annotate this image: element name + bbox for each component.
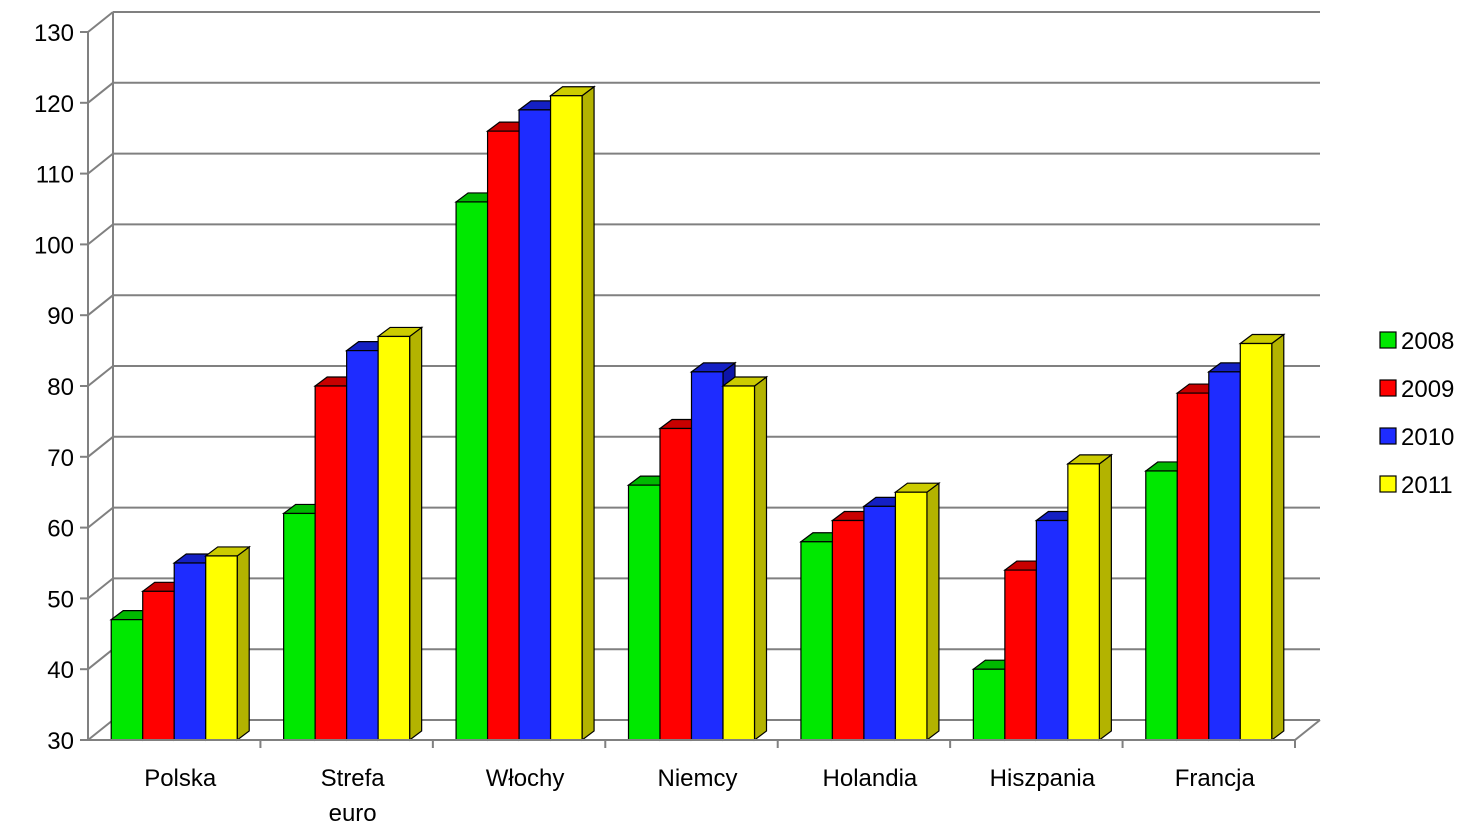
axes: 30 40 50 60 70 80 90 100 110 120 130 Polska Strefa eu…: [34, 20, 1296, 825]
legend-item: 2009: [1379, 376, 1454, 403]
bar-front: [1145, 470, 1178, 741]
x-tick-label: Niemcy: [657, 765, 737, 792]
legend-label: 2011: [1401, 472, 1453, 499]
bar-2011: [376, 326, 424, 742]
bar-front: [1208, 371, 1241, 741]
gridline-diagonal: [87, 506, 114, 529]
legend-swatch: [1379, 379, 1397, 397]
gridline-diagonal: [87, 365, 114, 387]
legend-swatch: [1379, 475, 1397, 493]
bar-side: [753, 375, 768, 742]
y-tick-label: 40: [47, 657, 74, 684]
bar-front: [800, 541, 834, 741]
bar-side: [581, 85, 595, 742]
x-tick-label: Strefa euro: [321, 765, 386, 825]
y-tick-label: 120: [34, 91, 74, 118]
bar-2011: [203, 545, 252, 742]
bar-front: [205, 555, 238, 741]
legend: 2008 2009 2010 2011: [1379, 328, 1454, 499]
bar-2011: [721, 375, 769, 742]
gridline-diagonal: [87, 82, 114, 104]
y-tick-label: 90: [47, 303, 74, 330]
x-tick-label: Hiszpania: [990, 765, 1096, 792]
gridline-diagonal: [87, 294, 114, 316]
gridline-diagonal: [87, 577, 114, 600]
y-tick-label: 60: [47, 516, 74, 543]
bar-front: [283, 512, 316, 741]
x-tick-label: Francja: [1175, 765, 1256, 792]
y-tick-label: 30: [47, 728, 74, 755]
bar-front: [722, 385, 756, 741]
bar-front: [972, 668, 1006, 741]
bar-front: [1067, 463, 1100, 741]
gridline-diagonal: [87, 223, 114, 246]
gridline-diagonal: [87, 11, 114, 33]
legend-item: 2010: [1379, 424, 1454, 451]
bar-front: [627, 484, 661, 741]
bar-front: [314, 385, 348, 741]
x-tick-label: Włochy: [486, 765, 565, 792]
bars: [109, 85, 1286, 742]
bar-front: [346, 350, 379, 741]
bar-side: [236, 545, 250, 742]
bar-front: [518, 109, 552, 741]
bar-front: [377, 335, 411, 741]
y-tick-label: 80: [47, 374, 74, 401]
bar-front: [1035, 519, 1069, 741]
y-tick-label: 110: [36, 162, 74, 189]
bar-front: [831, 519, 865, 741]
bar-front: [173, 562, 207, 741]
bar-front: [455, 201, 489, 741]
bar-front: [1239, 342, 1273, 741]
gridline-diagonal: [87, 152, 114, 175]
y-tick-label: 50: [47, 586, 74, 613]
bar-front: [549, 95, 583, 741]
bar-front: [690, 371, 724, 741]
bar-side: [409, 326, 423, 742]
gridline-diagonal: [87, 648, 114, 670]
bar-side: [1098, 453, 1112, 742]
bar-front: [142, 590, 175, 741]
legend-swatch: [1379, 427, 1397, 445]
bar-front: [659, 427, 693, 741]
bar-front: [486, 130, 520, 741]
bar-front: [110, 619, 144, 741]
bar-2011: [548, 85, 596, 742]
gridline-diagonal: [87, 436, 114, 458]
floor-right-edge: [1294, 719, 1321, 741]
legend-item: 2011: [1379, 472, 1453, 499]
legend-label: 2008: [1401, 328, 1454, 355]
bar-front: [894, 491, 928, 741]
y-tick-label: 100: [34, 232, 74, 259]
bar-front: [863, 505, 897, 741]
gridline-diagonal: [87, 719, 114, 741]
legend-label: 2010: [1401, 424, 1454, 451]
bar-2011: [1066, 453, 1114, 742]
x-tick-label: Polska: [144, 765, 217, 792]
bar-2011: [893, 482, 941, 742]
legend-label: 2009: [1401, 376, 1454, 403]
bar-front: [1176, 392, 1210, 741]
bar-side: [926, 482, 940, 742]
y-tick-label: 70: [47, 445, 74, 472]
legend-swatch: [1379, 331, 1397, 349]
x-tick-label: Holandia: [823, 765, 918, 792]
bar-front: [1004, 569, 1037, 741]
bar-2011: [1238, 333, 1286, 742]
bar-side: [1271, 333, 1285, 742]
legend-item: 2008: [1379, 328, 1454, 355]
y-tick-label: 130: [34, 20, 74, 47]
